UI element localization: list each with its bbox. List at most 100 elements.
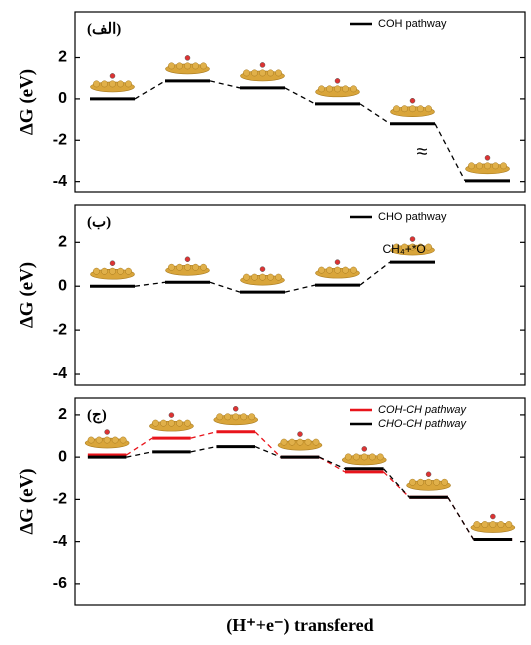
catalyst-atom (500, 162, 507, 170)
connector (447, 496, 475, 540)
plot-frame (74, 204, 526, 386)
connector (126, 451, 153, 458)
catalyst-atom (497, 521, 505, 528)
catalyst-atom (484, 162, 491, 170)
adsorbate (490, 513, 496, 520)
catalyst-atom (125, 80, 132, 88)
connector (359, 261, 391, 286)
catalyst-atom (167, 419, 175, 427)
catalyst-atom (326, 85, 333, 93)
y-tick-label: 2 (58, 49, 67, 66)
connector (254, 431, 282, 458)
catalyst-atom (117, 80, 124, 88)
catalyst-atom (224, 413, 232, 421)
catalyst-atom (280, 438, 288, 446)
connector (383, 468, 410, 498)
catalyst-atom (296, 438, 304, 446)
connector (284, 284, 316, 293)
catalyst-atom (243, 69, 250, 77)
catalyst-atom (101, 267, 108, 275)
catalyst-atom (275, 69, 282, 77)
catalyst-atom (360, 453, 368, 461)
catalyst-atom (401, 105, 408, 113)
catalyst-atom (350, 85, 357, 93)
legend-label: COH pathway (378, 18, 447, 30)
y-tick-label: -2 (53, 321, 67, 338)
connector (190, 431, 217, 439)
catalyst-atom (151, 419, 159, 427)
catalyst-atom (318, 85, 325, 93)
adsorbate (104, 429, 110, 435)
catalyst-atom (326, 266, 333, 274)
catalyst-atom (251, 69, 258, 77)
catalyst-atom (492, 162, 499, 170)
catalyst-atom (350, 266, 357, 274)
catalyst-atom (334, 266, 341, 274)
catalyst-atom (243, 273, 250, 281)
y-axis-label: ΔG (eV) (16, 69, 37, 135)
adsorbate (334, 78, 341, 84)
catalyst-atom (192, 62, 199, 70)
connector (134, 281, 166, 287)
catalyst-atom (342, 266, 349, 274)
plot-frame (74, 397, 526, 606)
y-axis-label: ΔG (eV) (16, 262, 37, 328)
catalyst-atom (425, 105, 432, 113)
catalyst-atom (184, 62, 191, 70)
connector (209, 281, 241, 293)
panel-label: (ب) (87, 214, 111, 230)
x-axis-label: (H⁺+e⁻) transfered (226, 615, 373, 636)
adsorbate (425, 471, 432, 478)
catalyst-atom (119, 436, 127, 444)
adsorbate (409, 236, 416, 242)
plot-frame (74, 11, 526, 193)
catalyst-atom (267, 273, 274, 281)
adsorbate (259, 62, 266, 68)
catalyst-atom (468, 162, 475, 170)
adsorbate (409, 97, 416, 104)
catalyst-atom (417, 478, 425, 486)
connector (319, 456, 346, 470)
catalyst-atom (368, 453, 376, 461)
catalyst-atom (240, 413, 248, 421)
catalyst-atom (111, 436, 119, 444)
catalyst-atom (184, 263, 191, 271)
catalyst-atom (425, 243, 432, 251)
catalyst-atom (275, 273, 282, 281)
catalyst-atom (192, 263, 199, 271)
catalyst-atom (117, 267, 124, 275)
catalyst-atom (304, 438, 312, 446)
adsorbate (259, 266, 266, 272)
catalyst-atom (376, 453, 384, 461)
connector (190, 445, 217, 453)
catalyst-atom (425, 478, 433, 486)
catalyst-atom (168, 263, 175, 271)
connector (447, 496, 475, 540)
y-tick-label: -2 (53, 491, 67, 508)
catalyst-atom (433, 478, 441, 486)
catalyst-atom (393, 243, 400, 251)
y-tick-label: -4 (53, 533, 67, 550)
legend-label: CHO-CH pathway (378, 418, 468, 430)
adsorbate (184, 55, 191, 61)
catalyst-atom (409, 105, 416, 113)
connector (359, 103, 391, 125)
panel-label: (الف) (87, 21, 121, 37)
panel-label: (ج) (87, 407, 107, 423)
catalyst-atom (259, 273, 266, 281)
catalyst-atom (93, 80, 100, 88)
catalyst-atom (417, 243, 424, 251)
y-tick-label: -2 (53, 131, 67, 148)
adsorbate (334, 259, 341, 265)
legend-label: CHO pathway (378, 211, 447, 223)
catalyst-atom (267, 69, 274, 77)
catalyst-atom (109, 267, 116, 275)
catalyst-atom (248, 413, 256, 421)
connector (134, 80, 166, 100)
catalyst-atom (183, 419, 191, 427)
adsorbate (232, 406, 239, 412)
connector (383, 471, 410, 498)
catalyst-atom (505, 521, 513, 528)
catalyst-atom (393, 105, 400, 113)
